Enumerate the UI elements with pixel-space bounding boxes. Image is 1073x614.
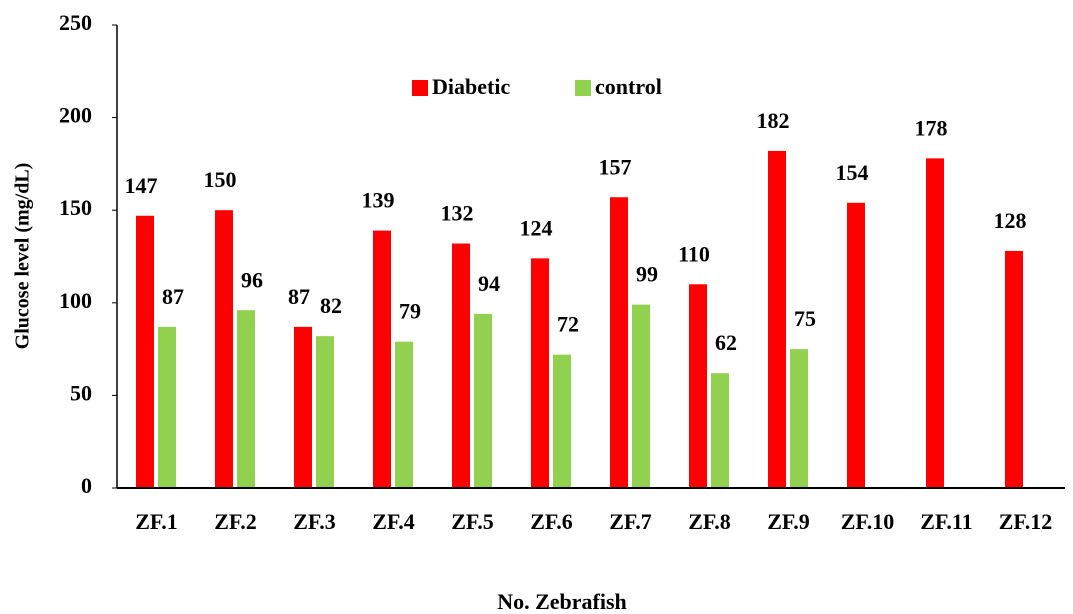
bar [474,313,492,488]
legend-label: control [595,74,662,99]
data-label: 62 [715,330,737,355]
y-tick-label: 200 [59,103,92,128]
data-label: 178 [915,115,948,140]
bar [553,354,571,488]
x-tick-label: ZF.2 [214,509,257,534]
data-label: 128 [994,208,1027,233]
bar [531,258,549,488]
x-tick-label: ZF.9 [767,509,810,534]
bar [136,215,154,489]
bar [610,197,628,488]
bar [237,310,255,488]
y-tick-label: 50 [70,380,92,405]
data-label: 182 [757,108,790,133]
bar [158,326,176,488]
data-label: 96 [241,267,263,292]
bar [689,284,707,488]
bar [373,230,391,488]
bar [452,243,470,488]
x-tick-label: ZF.7 [609,509,652,534]
data-label: 94 [478,271,500,296]
bar [1005,250,1023,488]
bar [926,158,944,488]
bar [847,202,865,489]
data-label: 150 [204,167,237,192]
bar [768,150,786,488]
x-tick-label: ZF.11 [920,509,972,534]
data-label: 147 [125,173,158,198]
data-label: 72 [557,312,579,337]
data-label: 82 [320,293,342,318]
y-tick-label: 250 [59,10,92,35]
legend-label: Diabetic [432,74,510,99]
x-tick-label: ZF.1 [135,509,178,534]
y-tick-label: 0 [81,473,92,498]
x-tick-label: ZF.3 [293,509,336,534]
bar [790,349,808,488]
x-tick-label: ZF.4 [372,509,415,534]
x-tick-label: ZF.6 [530,509,573,534]
data-label: 110 [678,241,710,266]
y-tick-label: 100 [59,288,92,313]
data-label: 79 [399,299,421,324]
bar [316,336,334,488]
bar [395,341,413,488]
data-label: 87 [162,284,184,309]
data-label: 132 [441,201,474,226]
x-tick-label: ZF.8 [688,509,731,534]
data-label: 139 [362,188,395,213]
data-label: 75 [794,306,816,331]
data-label: 99 [636,262,658,287]
data-label: 124 [520,215,553,240]
x-tick-label: ZF.5 [451,509,494,534]
legend-swatch [575,80,591,96]
bar [711,373,729,488]
y-tick-label: 150 [59,195,92,220]
x-axis-title: No. Zebrafish [497,589,627,614]
x-tick-label: ZF.10 [841,509,895,534]
data-label: 157 [599,154,632,179]
y-axis-title: Glucose level (mg/dL) [12,163,34,350]
bar [294,326,312,488]
data-label: 87 [288,284,310,309]
legend-swatch [412,80,428,96]
x-tick-label: ZF.12 [999,509,1053,534]
data-label: 154 [836,160,869,185]
bar [215,210,233,488]
bar [632,304,650,488]
